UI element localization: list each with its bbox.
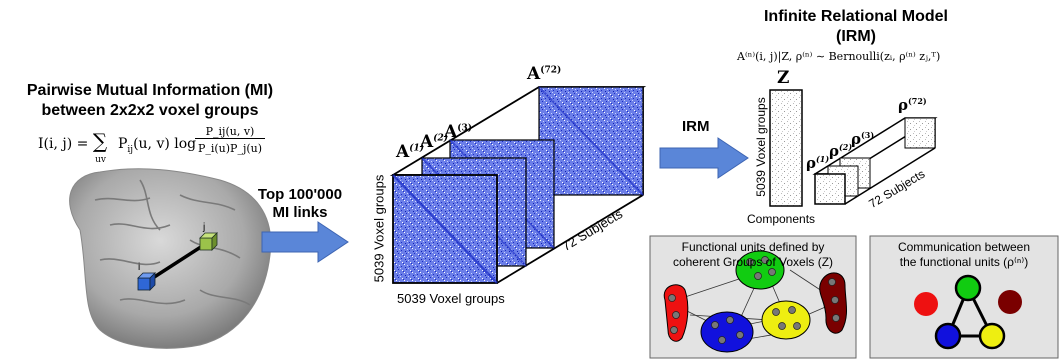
matrix-col-axis-label: 5039 Voxel groups [397,291,505,306]
matrix-label-3: A(3) [444,122,472,142]
rho-label-3: ρ(3) [851,130,875,148]
voxel-j-cube [199,232,218,251]
communication-title-1: Communication between [897,240,1031,254]
top-links-label-2: MI links [272,204,328,221]
irm-arrow-label: IRM [682,118,710,135]
irm-title-line2: (IRM) [836,28,876,45]
rho-label-1: ρ(1) [806,154,830,172]
mi-formula-numerator: P_ij(u, v) [195,125,265,139]
voxel-i-cube [137,272,156,291]
components-label: Components [747,212,816,226]
mi-formula: I(i, j) = ∑uvPij(u, v) log [38,129,197,165]
arrow-irm [659,137,749,179]
matrix-stack [389,86,647,284]
rho-label-2: ρ(2) [829,142,853,160]
z-axis-label: 5039 Voxel groups [754,97,768,197]
communication-panel [869,235,1059,359]
z-matrix [769,89,803,207]
voxel-j-label: j [203,222,206,233]
mi-title-line2: between 2x2x2 voxel groups [41,102,259,119]
irm-formula: A⁽ⁿ⁾(i, j)|Z, ρ⁽ⁿ⁾ ∼ Bernoulli(zᵢ, ρ⁽ⁿ⁾ … [737,50,941,63]
matrix-label-1: A(1) [396,142,424,162]
mi-formula-denominator: P_i(u)P_j(u) [197,142,263,155]
irm-title-line1: Infinite Relational Model [763,8,948,25]
functional-units-panel [649,235,857,359]
arrow-top-links [261,221,349,263]
functional-units-title-1: Functional units defined by [681,240,825,254]
functional-units-title-2: coherent Groups of Voxels (Z) [672,255,834,269]
matrix-label-2: A(2) [420,132,448,152]
matrix-row-axis-label: 5039 Voxel groups [371,174,387,283]
voxel-i-label: i [138,262,141,273]
rho-stack [812,117,938,205]
mi-title-line1: Pairwise Mutual Information (MI) [26,82,274,99]
z-label: Z [777,68,790,88]
brain-illustration [69,168,272,349]
communication-title-2: the functional units (ρ⁽ⁿ⁾) [899,255,1029,269]
rho-label-72: ρ(72) [898,96,927,114]
matrix-label-72: A(72) [527,64,562,84]
top-links-label-1: Top 100'000 [257,186,343,203]
